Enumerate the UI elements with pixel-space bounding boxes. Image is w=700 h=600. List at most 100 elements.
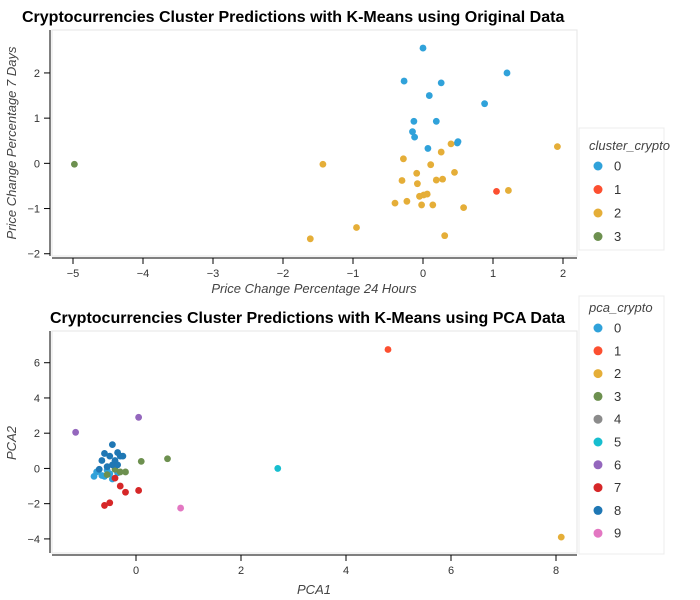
chart-2-point-cluster-8[interactable] [114,461,122,469]
chart-2-point-cluster-7[interactable] [122,488,129,496]
chart-2-point-cluster-8[interactable] [98,457,106,464]
chart-1-legend-swatch[interactable] [593,208,603,218]
chart-1-point-cluster-0[interactable] [425,92,433,99]
chart-2-legend-label[interactable]: 3 [614,389,621,404]
chart-1-point-cluster-2[interactable] [427,161,435,169]
chart-2-legend-swatch[interactable] [593,460,603,470]
chart-1-point-cluster-2[interactable] [400,155,407,163]
chart-1-legend-label[interactable]: 0 [614,159,621,174]
chart-1-legend-swatch[interactable] [593,185,603,194]
chart-1-point-cluster-0[interactable] [503,69,511,77]
chart-1-point-cluster-2[interactable] [403,197,411,205]
chart-1-point-cluster-2[interactable] [353,224,360,231]
chart-1-legend-swatch[interactable] [593,161,603,171]
chart-2-point-cluster-8[interactable] [103,463,111,471]
chart-1-point-cluster-2[interactable] [398,177,406,184]
chart-2-point-cluster-7[interactable] [101,502,108,509]
chart-1-point-cluster-2[interactable] [414,180,421,188]
chart-2-point-cluster-3[interactable] [137,457,145,465]
chart-2-point-cluster-6[interactable] [72,428,80,436]
chart-1-legend-label[interactable]: 1 [614,182,621,197]
chart-2-legend-label[interactable]: 7 [614,480,621,495]
chart-1-point-cluster-3[interactable] [71,160,78,168]
chart-1-point-cluster-0[interactable] [432,117,440,125]
chart-1-x-tick-label: −5 [67,268,80,280]
chart-1-legend-swatch[interactable] [593,232,603,241]
chart-1-point-cluster-0[interactable] [437,79,445,87]
chart-2-point-cluster-8[interactable] [108,441,116,449]
chart-1-point-cluster-1[interactable] [493,187,500,195]
chart-2-legend-swatch[interactable] [593,346,603,356]
chart-1-points[interactable] [71,44,561,243]
chart-2-legend-swatch[interactable] [593,528,603,538]
chart-2-title: Cryptocurrencies Cluster Predictions wit… [50,310,565,327]
chart-2-point-cluster-7[interactable] [116,482,124,490]
chart-1-x-tick-label: −4 [137,268,150,280]
chart-2-point-cluster-7[interactable] [111,474,119,482]
chart-2-point-cluster-8[interactable] [108,461,116,469]
chart-1-point-cluster-2[interactable] [306,235,314,243]
chart-1-point-cluster-2[interactable] [429,201,437,209]
chart-1-point-cluster-0[interactable] [410,117,418,125]
chart-1-point-cluster-0[interactable] [409,128,416,136]
chart-2-point-cluster-8[interactable] [95,465,103,473]
chart-1-point-cluster-2[interactable] [451,168,458,176]
chart-2-legend-swatch[interactable] [593,323,603,333]
chart-1-legend[interactable]: cluster_crypto 0 1 2 3 [578,127,670,251]
chart-1-point-cluster-2[interactable] [418,201,425,209]
chart-2-point-cluster-8[interactable] [106,452,114,460]
chart-2-legend-label[interactable]: 5 [614,435,621,450]
chart-2-legend-swatch[interactable] [593,483,603,493]
chart-1-point-cluster-0[interactable] [454,138,462,146]
chart-2-point-cluster-9[interactable] [177,504,185,512]
chart-1-legend-label[interactable]: 2 [614,206,621,221]
chart-1-point-cluster-2[interactable] [391,199,399,207]
chart-1-point-cluster-0[interactable] [400,77,408,85]
chart-1-point-cluster-0[interactable] [419,44,427,52]
chart-2-legend-swatch[interactable] [593,369,603,379]
chart-2-legend-label[interactable]: 4 [614,412,621,427]
chart-1-x-tick-label: 2 [560,268,566,280]
chart-1-point-cluster-0[interactable] [411,133,418,141]
chart-1-legend-label[interactable]: 3 [614,229,621,244]
chart-2-point-cluster-8[interactable] [119,452,127,460]
chart-2-legend-swatch[interactable] [593,505,603,515]
chart-2-point-cluster-2[interactable] [557,533,565,541]
chart-2-point-cluster-7[interactable] [135,487,143,494]
chart-1-point-cluster-2[interactable] [416,192,423,200]
chart-1-point-cluster-2[interactable] [554,143,561,151]
chart-2-point-cluster-5[interactable] [274,465,282,472]
chart-2-legend[interactable]: pca_crypto 0 1 2 3 4 5 6 7 8 9 [578,295,665,555]
chart-2-points[interactable] [72,346,565,541]
chart-2-point-cluster-3[interactable] [116,468,124,476]
chart-2-point-cluster-3[interactable] [103,471,111,478]
chart-1-point-cluster-2[interactable] [460,204,467,212]
chart-2-point-cluster-8[interactable] [101,450,108,457]
chart-2-point-cluster-3[interactable] [164,455,171,463]
chart-1-point-cluster-2[interactable] [432,176,440,184]
chart-2-legend-label[interactable]: 9 [614,526,621,541]
chart-2-legend-label[interactable]: 0 [614,321,621,336]
chart-2-legend-swatch[interactable] [593,437,603,447]
chart-2-legend-label[interactable]: 8 [614,503,621,518]
chart-1-point-cluster-2[interactable] [413,169,421,177]
chart-1-point-cluster-2[interactable] [441,232,449,240]
chart-1-point-cluster-2[interactable] [447,140,455,148]
chart-2-legend-label[interactable]: 6 [614,457,621,472]
chart-2-legend-swatch[interactable] [593,414,603,424]
chart-2-legend-label[interactable]: 2 [614,366,621,381]
chart-1-point-cluster-2[interactable] [505,187,512,194]
chart-2-point-cluster-3[interactable] [122,468,129,476]
chart-1-point-cluster-2[interactable] [319,160,327,168]
chart-1-plot-frame [51,29,578,257]
chart-1-point-cluster-2[interactable] [437,148,445,156]
chart-2-point-cluster-1[interactable] [384,346,392,353]
chart-1-point-cluster-0[interactable] [481,100,488,108]
chart-1-point-cluster-2[interactable] [439,175,446,183]
chart-2-legend-label[interactable]: 1 [614,343,621,358]
chart-2-legend-swatch[interactable] [593,391,603,401]
chart-1-point-cluster-0[interactable] [424,145,432,152]
chart-2-point-cluster-6[interactable] [135,413,143,421]
chart-2-point-cluster-7[interactable] [106,499,114,507]
chart-1-legend-box [578,127,665,251]
